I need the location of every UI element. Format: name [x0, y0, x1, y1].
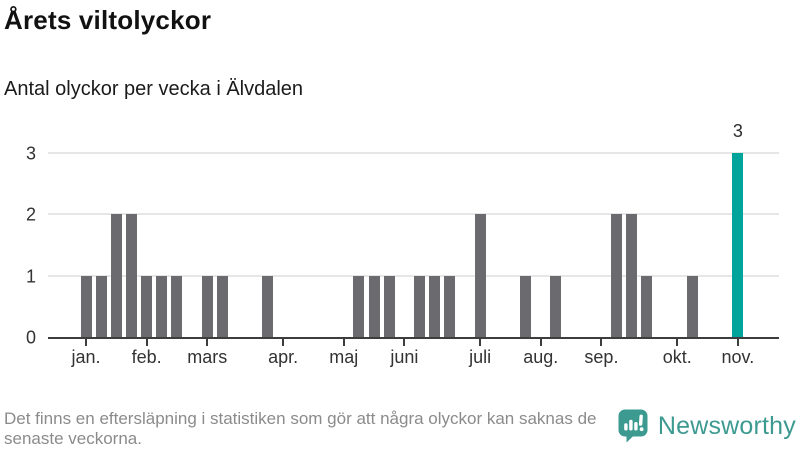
x-tick-label-mars: mars: [187, 347, 228, 367]
x-tick-label-aug: aug.: [523, 347, 559, 367]
bar-week: [444, 275, 456, 337]
y-tick-label: 1: [25, 266, 36, 287]
x-tick-sep: [600, 339, 603, 346]
x-tick-mars: [206, 339, 209, 346]
x-tick-nov: [736, 339, 739, 346]
x-tick-label-juli: juli: [469, 347, 492, 367]
x-tick-label-juni: juni: [390, 347, 419, 367]
bar-week: [368, 275, 380, 337]
bar-week: [520, 275, 532, 337]
y-tick-label: 2: [25, 204, 36, 225]
x-tick-aug: [539, 339, 542, 346]
bar-week: [474, 214, 486, 337]
y-tick-label: 3: [25, 143, 36, 164]
x-tick-label-jan: jan.: [71, 347, 101, 367]
x-tick-juni: [403, 339, 406, 346]
weekly-accidents-bar-chart: 0 1 2 3 jan. feb. mars apr. maj juni juli aug. sep.…: [25, 121, 779, 367]
bar-week: [611, 214, 623, 337]
x-axis-line: [48, 337, 779, 339]
footnote: Det finns en eftersläpning i statistiken…: [4, 409, 597, 448]
x-tick-label-okt: okt.: [662, 347, 692, 367]
bar-week: [216, 275, 228, 337]
gridline-y3: [48, 152, 779, 154]
x-tick-label-apr: apr.: [268, 347, 299, 367]
chart-subtitle: Antal olyckor per vecka i Älvdalen: [4, 78, 304, 100]
bar-week: [641, 275, 653, 337]
bar-week: [95, 275, 107, 337]
mini-bar-chart-glyph: [624, 414, 644, 432]
x-tick-label-nov: nov.: [721, 347, 755, 367]
newsworthy-wordmark: Newsworthy: [657, 411, 796, 440]
bar-week: [156, 275, 168, 337]
plot-area: [48, 152, 779, 337]
x-tick-juli: [479, 339, 482, 346]
bar-week: [80, 275, 92, 337]
x-tick-apr: [282, 339, 285, 346]
x-tick-label-maj: maj: [329, 347, 359, 367]
bar-week: [550, 275, 562, 337]
bar-week: [125, 214, 137, 337]
newsworthy-logo[interactable]: Newsworthy: [618, 409, 796, 443]
x-tick-okt: [676, 339, 679, 346]
x-tick-label-feb: feb.: [131, 347, 162, 367]
bar-week: [171, 275, 183, 337]
bar-week: [201, 275, 213, 337]
gridline-y2: [48, 213, 779, 216]
gridline-y1: [48, 274, 779, 277]
y-tick-label: 0: [25, 327, 36, 348]
bar-week: [262, 275, 274, 337]
bar-week: [626, 214, 638, 337]
page-title: Årets viltolyckor: [4, 5, 212, 35]
newsworthy-badge-icon: [618, 409, 648, 443]
bar-week: [686, 275, 698, 337]
highlight-value-label: 3: [732, 121, 743, 141]
bar-week: [414, 275, 426, 337]
bar-week: [141, 275, 153, 337]
x-tick-jan: [85, 339, 87, 346]
x-tick-label-sep: sep.: [584, 347, 619, 367]
x-tick-feb: [145, 339, 148, 346]
bar-week-latest: [732, 153, 744, 337]
bar-week: [383, 275, 395, 337]
x-tick-maj: [342, 339, 345, 346]
bar-week: [353, 275, 365, 337]
bar-week: [429, 275, 441, 337]
bar-week: [110, 214, 122, 337]
